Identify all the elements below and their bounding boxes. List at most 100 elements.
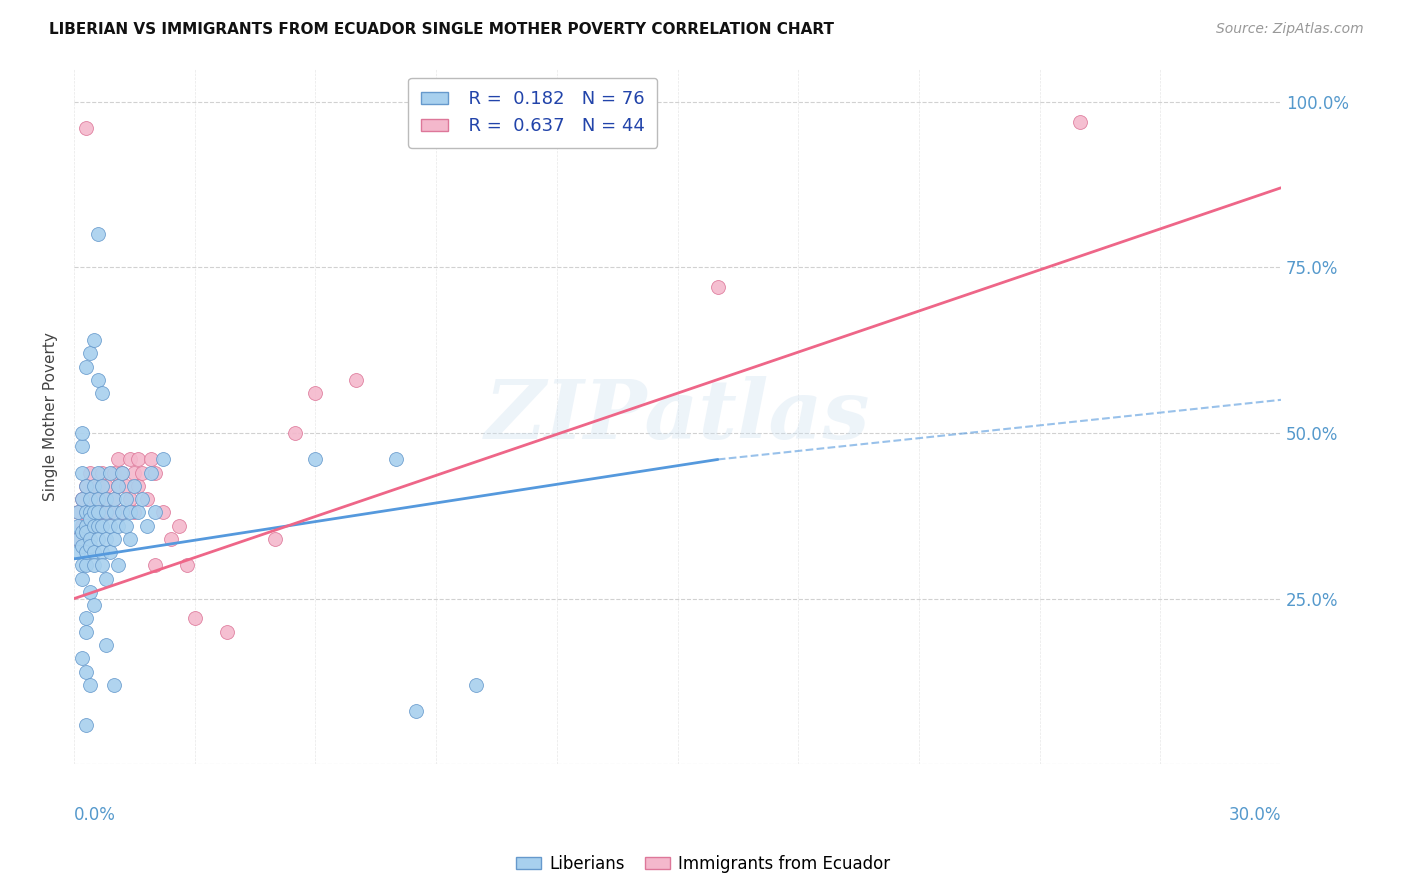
Point (111, 466, 134, 480)
Point (103, 466, 125, 480)
Point (87, 479, 110, 493)
Point (98, 518, 121, 533)
Point (79, 506, 101, 520)
Point (91, 558, 114, 573)
Point (124, 506, 146, 520)
Point (115, 518, 138, 533)
Point (83, 518, 105, 533)
Point (87, 532, 110, 546)
Point (167, 518, 190, 533)
Point (87, 506, 110, 520)
Point (67, 518, 90, 533)
Point (139, 452, 162, 467)
Point (83, 506, 105, 520)
Point (176, 558, 198, 573)
Point (91, 479, 114, 493)
Point (67, 532, 90, 546)
Point (115, 479, 138, 493)
Point (87, 227, 110, 242)
Point (284, 425, 307, 440)
Point (75, 665, 97, 679)
Point (98, 466, 121, 480)
Point (107, 518, 129, 533)
Point (98, 545, 121, 559)
Point (103, 678, 125, 692)
Point (127, 479, 149, 493)
Point (385, 452, 408, 467)
Point (131, 492, 153, 507)
Point (75, 525, 97, 540)
Point (120, 506, 142, 520)
Point (75, 359, 97, 374)
Point (79, 585, 101, 599)
Point (127, 452, 149, 467)
Point (115, 492, 138, 507)
Point (91, 386, 114, 401)
Point (87, 518, 110, 533)
Point (111, 466, 134, 480)
Point (120, 532, 142, 546)
Point (70, 492, 93, 507)
Point (75, 525, 97, 540)
Point (96, 532, 118, 546)
Point (79, 346, 101, 360)
Point (79, 678, 101, 692)
Point (75, 624, 97, 639)
Legend: Liberians, Immigrants from Ecuador: Liberians, Immigrants from Ecuador (509, 848, 897, 880)
Point (135, 518, 157, 533)
Text: Source: ZipAtlas.com: Source: ZipAtlas.com (1216, 22, 1364, 37)
Point (70, 539, 93, 553)
Point (96, 572, 118, 586)
Point (75, 611, 97, 625)
Point (96, 479, 118, 493)
Point (83, 545, 105, 559)
Point (75, 506, 97, 520)
Point (131, 466, 153, 480)
Point (83, 479, 105, 493)
Point (79, 532, 101, 546)
Point (344, 373, 367, 387)
Point (184, 611, 207, 625)
Point (91, 545, 114, 559)
Point (405, 704, 427, 718)
Point (67, 532, 90, 546)
Point (70, 425, 93, 440)
Point (706, 280, 728, 294)
Point (91, 518, 114, 533)
Point (111, 506, 134, 520)
Point (67, 506, 90, 520)
Point (215, 624, 238, 639)
Legend:   R =  0.182   N = 76,   R =  0.637   N = 44: R = 0.182 N = 76, R = 0.637 N = 44 (408, 78, 658, 148)
Point (135, 492, 157, 507)
Point (70, 466, 93, 480)
Point (67, 506, 90, 520)
Point (152, 452, 174, 467)
Point (152, 506, 174, 520)
Point (107, 452, 129, 467)
Point (87, 466, 110, 480)
Point (96, 506, 118, 520)
Point (87, 492, 110, 507)
Point (87, 506, 110, 520)
Point (91, 506, 114, 520)
Point (75, 479, 97, 493)
Point (120, 492, 142, 507)
Y-axis label: Single Mother Poverty: Single Mother Poverty (44, 332, 58, 500)
Point (79, 466, 101, 480)
Point (139, 466, 162, 480)
Point (70, 651, 93, 665)
Point (111, 506, 134, 520)
Point (1069, 114, 1091, 128)
Point (75, 518, 97, 533)
Text: 0.0%: 0.0% (75, 806, 115, 824)
Point (75, 479, 97, 493)
Point (143, 466, 166, 480)
Point (143, 558, 166, 573)
Point (103, 532, 125, 546)
Point (264, 532, 287, 546)
Point (87, 373, 110, 387)
Point (103, 506, 125, 520)
Point (70, 439, 93, 453)
Point (79, 539, 101, 553)
Point (103, 492, 125, 507)
